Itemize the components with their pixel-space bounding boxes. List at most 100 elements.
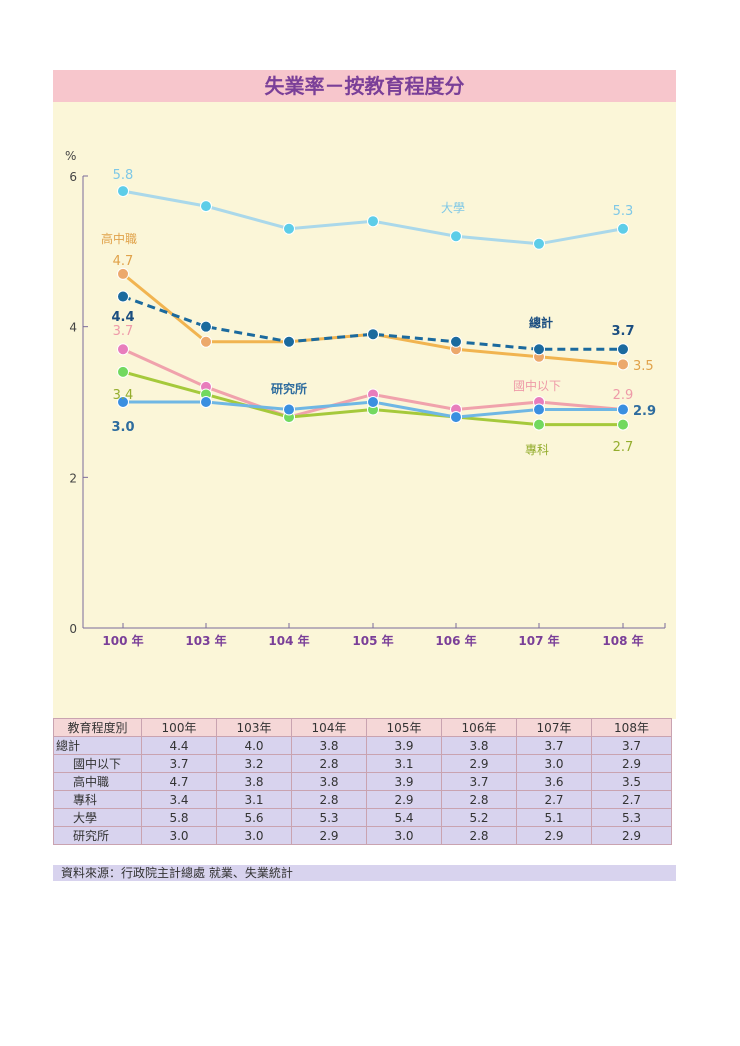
data-point-total bbox=[200, 320, 212, 333]
table-cell: 5.6 bbox=[216, 808, 292, 827]
table-cell: 3.7 bbox=[591, 736, 672, 755]
data-label-junior_high: 3.7 bbox=[113, 324, 134, 339]
table-cell: 2.8 bbox=[441, 790, 517, 809]
table-cell: 3.9 bbox=[366, 736, 442, 755]
table-cell: 3.9 bbox=[366, 772, 442, 791]
data-point-junior_college bbox=[117, 365, 129, 378]
line-chart: % 0 2 4 6 100 年 103 年 104 年 105 年 106 年 107 年 108 年… bbox=[65, 149, 666, 648]
table-row: 國中以下 3.7 3.2 2.8 3.1 2.9 3.0 2.9 bbox=[53, 754, 672, 773]
series-name-label-junior_college: 專科 bbox=[525, 443, 549, 457]
source-row: 資料來源：行政院主計總處 就業、失業統計 bbox=[53, 865, 676, 881]
y-tick-label: 2 bbox=[69, 471, 77, 485]
table-cell: 5.4 bbox=[366, 808, 442, 827]
table-year-header: 106年 bbox=[441, 718, 517, 737]
table-row-label: 專科 bbox=[53, 790, 142, 809]
table-cell: 3.7 bbox=[441, 772, 517, 791]
table-row: 大學 5.8 5.6 5.3 5.4 5.2 5.1 5.3 bbox=[53, 808, 672, 827]
data-label-university: 5.8 bbox=[113, 168, 134, 183]
table-row: 研究所 3.0 3.0 2.9 3.0 2.8 2.9 2.9 bbox=[53, 826, 672, 845]
table-cell: 3.8 bbox=[216, 772, 292, 791]
table-year-header: 108年 bbox=[591, 718, 672, 737]
data-point-university bbox=[200, 200, 212, 213]
table-cell: 3.2 bbox=[216, 754, 292, 773]
y-axis-unit-label: % bbox=[65, 149, 76, 163]
data-point-graduate bbox=[367, 396, 379, 408]
table-cell: 3.1 bbox=[216, 790, 292, 809]
table-cell: 5.8 bbox=[141, 808, 217, 827]
table-cell: 2.8 bbox=[441, 826, 517, 845]
data-label-university: 5.3 bbox=[613, 204, 634, 219]
table-cell: 3.8 bbox=[291, 736, 367, 755]
data-point-senior_high bbox=[117, 267, 129, 280]
table-cell: 3.1 bbox=[366, 754, 442, 773]
data-label-total: 3.7 bbox=[611, 324, 634, 339]
table-cell: 2.9 bbox=[516, 826, 592, 845]
table-row-label: 大學 bbox=[53, 808, 142, 827]
table-cell: 2.8 bbox=[291, 754, 367, 773]
data-point-junior_high bbox=[117, 343, 129, 356]
data-point-university bbox=[117, 185, 129, 198]
table-row: 高中職 4.7 3.8 3.8 3.9 3.7 3.6 3.5 bbox=[53, 772, 672, 791]
series-name-label-university: 大學 bbox=[441, 201, 465, 215]
table-cell: 3.0 bbox=[516, 754, 592, 773]
table-cell: 4.4 bbox=[141, 736, 217, 755]
chart-title: 失業率－按教育程度分 bbox=[264, 74, 465, 98]
x-tick-label: 106 年 bbox=[435, 633, 476, 648]
table-year-header: 105年 bbox=[366, 718, 442, 737]
table-row-label: 高中職 bbox=[53, 772, 142, 791]
data-point-total bbox=[367, 328, 379, 341]
data-label-graduate: 2.9 bbox=[633, 404, 656, 419]
table-cell: 4.7 bbox=[141, 772, 217, 791]
table-header-row: 教育程度別 100年 103年 104年 105年 106年 107年 108年 bbox=[53, 718, 672, 737]
data-label-graduate: 3.0 bbox=[111, 420, 134, 435]
table-row: 總計 4.4 4.0 3.8 3.9 3.8 3.7 3.7 bbox=[53, 736, 672, 755]
table-row: 專科 3.4 3.1 2.8 2.9 2.8 2.7 2.7 bbox=[53, 790, 672, 809]
data-table-area: 教育程度別 100年 103年 104年 105年 106年 107年 108年… bbox=[53, 718, 676, 881]
table-year-header: 100年 bbox=[141, 718, 217, 737]
data-label-junior_high: 2.9 bbox=[613, 388, 634, 403]
data-point-graduate bbox=[117, 396, 129, 408]
table-cell: 5.3 bbox=[591, 808, 672, 827]
data-point-university bbox=[533, 237, 545, 250]
series-name-label-junior_high: 國中以下 bbox=[513, 378, 561, 393]
figure-panel: 失業率－按教育程度分 % 0 2 4 6 100 年 103 年 104 年 105 年 106 … bbox=[53, 70, 676, 881]
data-point-university bbox=[617, 222, 629, 235]
table-year-header: 104年 bbox=[291, 718, 367, 737]
table-row-label: 總計 bbox=[53, 736, 142, 755]
table-year-header: 107年 bbox=[516, 718, 592, 737]
data-point-total bbox=[283, 335, 295, 348]
table-cell: 3.6 bbox=[516, 772, 592, 791]
data-label-junior_college: 3.4 bbox=[113, 388, 134, 403]
data-point-graduate bbox=[200, 396, 212, 408]
data-point-graduate bbox=[283, 403, 295, 416]
table-cell: 2.9 bbox=[291, 826, 367, 845]
y-tick-label: 6 bbox=[69, 170, 77, 184]
data-label-senior_high: 3.5 bbox=[633, 359, 654, 374]
table-cell: 3.7 bbox=[141, 754, 217, 773]
data-table: 教育程度別 100年 103年 104年 105年 106年 107年 108年… bbox=[53, 718, 672, 845]
data-point-graduate bbox=[533, 403, 545, 416]
data-label-total: 4.4 bbox=[111, 310, 134, 325]
table-cell: 2.7 bbox=[591, 790, 672, 809]
table-cell: 2.9 bbox=[591, 826, 672, 845]
source-note: 資料來源：行政院主計總處 就業、失業統計 bbox=[61, 866, 293, 880]
title-bar: 失業率－按教育程度分 bbox=[53, 70, 676, 102]
table-cell: 2.8 bbox=[291, 790, 367, 809]
data-point-university bbox=[367, 215, 379, 228]
chart-area: % 0 2 4 6 100 年 103 年 104 年 105 年 106 年 107 年 108 年… bbox=[53, 102, 676, 719]
data-point-graduate bbox=[450, 411, 462, 424]
table-cell: 3.0 bbox=[366, 826, 442, 845]
table-cell: 4.0 bbox=[216, 736, 292, 755]
table-cell: 3.8 bbox=[291, 772, 367, 791]
x-tick-label: 107 年 bbox=[518, 633, 559, 648]
data-point-junior_college bbox=[533, 418, 545, 431]
data-point-graduate bbox=[617, 403, 629, 416]
y-tick-label: 0 bbox=[69, 622, 77, 636]
table-cell: 2.7 bbox=[516, 790, 592, 809]
x-tick-label: 104 年 bbox=[268, 633, 309, 648]
table-cell: 3.0 bbox=[216, 826, 292, 845]
table-cell: 5.3 bbox=[291, 808, 367, 827]
table-cell: 3.0 bbox=[141, 826, 217, 845]
table-year-header: 103年 bbox=[216, 718, 292, 737]
data-point-total bbox=[450, 335, 462, 348]
